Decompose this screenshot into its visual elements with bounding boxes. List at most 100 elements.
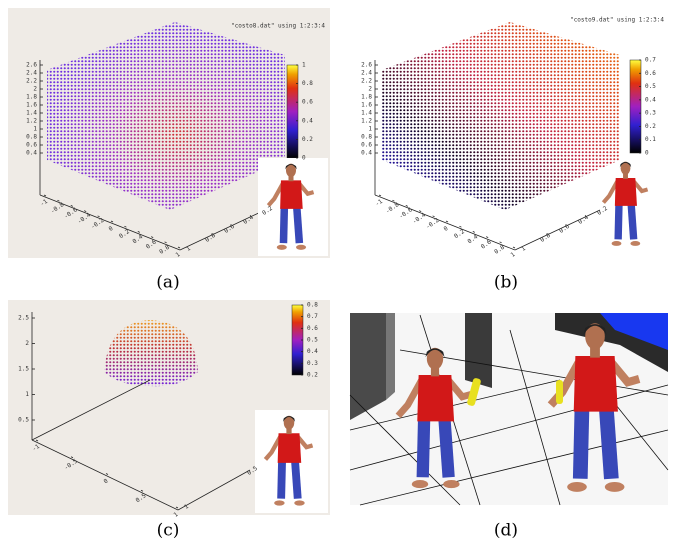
z-tick-label: 1.2 <box>26 118 37 125</box>
z-tick-label: 0.4 <box>26 150 37 157</box>
x-tick-label: 0 <box>103 477 110 485</box>
z-tick-label: 2.2 <box>26 78 37 85</box>
colorbar-tick-label: 0.2 <box>307 372 318 379</box>
colorbar-tick-label: 0.2 <box>645 123 656 130</box>
z-tick-label: 1.2 <box>361 118 372 125</box>
y-axis <box>179 209 266 251</box>
colorbar <box>286 64 299 159</box>
y-tick-label: 1 <box>185 245 192 253</box>
y-axis <box>177 469 251 511</box>
x-tick-label: -1 <box>39 198 49 208</box>
x-tick <box>151 236 154 238</box>
x-tick <box>512 246 516 249</box>
point-cloud <box>382 22 620 210</box>
point-cloud <box>104 320 198 387</box>
point-cloud <box>47 22 285 210</box>
x-axis <box>39 194 181 251</box>
x-tick <box>124 225 127 228</box>
z-tick-label: 1.6 <box>26 102 37 109</box>
x-tick <box>378 194 382 197</box>
z-tick-label: 1.4 <box>361 110 372 117</box>
colorbar-tick-label: 0.3 <box>307 360 318 367</box>
y-tick-label: 1 <box>183 503 190 511</box>
x-tick-label: -1 <box>374 198 384 208</box>
x-tick <box>486 236 489 238</box>
x-axis <box>374 194 516 251</box>
x-tick <box>459 225 462 228</box>
x-tick <box>445 220 449 223</box>
x-tick <box>499 241 502 244</box>
z-tick-label: 1 <box>368 126 372 133</box>
x-tick <box>164 241 167 244</box>
colorbar-tick-label: 0.5 <box>645 83 656 90</box>
x-tick <box>97 215 100 218</box>
x-tick-label: 1 <box>510 251 517 259</box>
colorbar-tick-label: 0.6 <box>302 99 313 106</box>
x-tick-label: 1 <box>173 511 180 519</box>
pillar <box>350 313 386 420</box>
x-tick <box>405 205 408 207</box>
colorbar-tick-label: 0.6 <box>307 325 318 332</box>
colorbar-tick-label: 0.1 <box>645 136 656 143</box>
x-tick-label: 1 <box>175 251 182 259</box>
colorbar <box>629 59 642 154</box>
z-tick-label: 1.8 <box>361 94 372 101</box>
z-tick-label: 1.4 <box>26 110 37 117</box>
z-tick-label: 0.4 <box>361 150 372 157</box>
x-tick <box>137 231 140 233</box>
z-tick-label: 2.5 <box>18 315 29 322</box>
x-tick <box>70 456 74 459</box>
z-tick-label: 2.2 <box>361 78 372 85</box>
x-tick <box>177 246 181 249</box>
z-tick-label: 1 <box>33 126 37 133</box>
x-tick <box>35 439 39 442</box>
z-tick-label: 0.6 <box>361 142 372 149</box>
z-tick-label: 1.5 <box>18 366 29 373</box>
axis-back <box>31 379 151 441</box>
panel-d <box>349 313 669 506</box>
colorbar-tick-label: 0.7 <box>307 313 318 320</box>
panel-c <box>8 300 330 515</box>
caption: (d) <box>494 521 518 541</box>
z-tick-label: 1 <box>25 391 29 398</box>
colorbar-tick-label: 0.2 <box>302 136 313 143</box>
legend: "costo8.dat" using 1:2:3:4 <box>231 23 325 30</box>
caption: (a) <box>156 273 179 293</box>
z-tick-label: 2 <box>25 340 29 347</box>
colorbar-tick-label: 0.7 <box>645 57 656 64</box>
z-tick-label: 2.6 <box>361 62 372 69</box>
z-tick-label: 0.8 <box>361 134 372 141</box>
x-tick-label: 0 <box>443 225 450 233</box>
x-tick <box>140 489 144 492</box>
z-tick-label: 2 <box>33 86 37 93</box>
pillar-side <box>386 313 395 400</box>
z-tick-label: 0.5 <box>18 417 29 424</box>
x-tick <box>43 194 47 197</box>
colorbar-tick-label: 0.4 <box>307 348 318 355</box>
z-tick-label: 0.8 <box>26 134 37 141</box>
z-tick-label: 0.6 <box>26 142 37 149</box>
colorbar-tick-label: 0.5 <box>307 337 318 344</box>
x-axis <box>31 439 179 511</box>
x-tick-label: -1 <box>31 443 41 453</box>
colorbar-tick-label: 0.8 <box>307 302 318 309</box>
z-tick-label: 1.6 <box>361 102 372 109</box>
z-tick-label: 2 <box>368 86 372 93</box>
x-tick <box>175 506 179 509</box>
y-tick-label: 1 <box>520 245 527 253</box>
caption: (c) <box>157 521 180 541</box>
z-tick-label: 2.4 <box>361 70 372 77</box>
x-tick <box>432 215 435 218</box>
x-tick <box>392 199 395 202</box>
x-tick <box>472 231 475 233</box>
pillar <box>465 313 492 388</box>
z-tick-label: 2.6 <box>26 62 37 69</box>
x-tick <box>57 199 60 202</box>
z-tick-label: 2.4 <box>26 70 37 77</box>
colorbar-tick-label: 0.8 <box>302 80 313 87</box>
colorbar-tick-label: 0.4 <box>645 96 656 103</box>
bottle <box>467 378 481 406</box>
x-tick <box>110 220 114 223</box>
colorbar-tick-label: 0.6 <box>645 70 656 77</box>
